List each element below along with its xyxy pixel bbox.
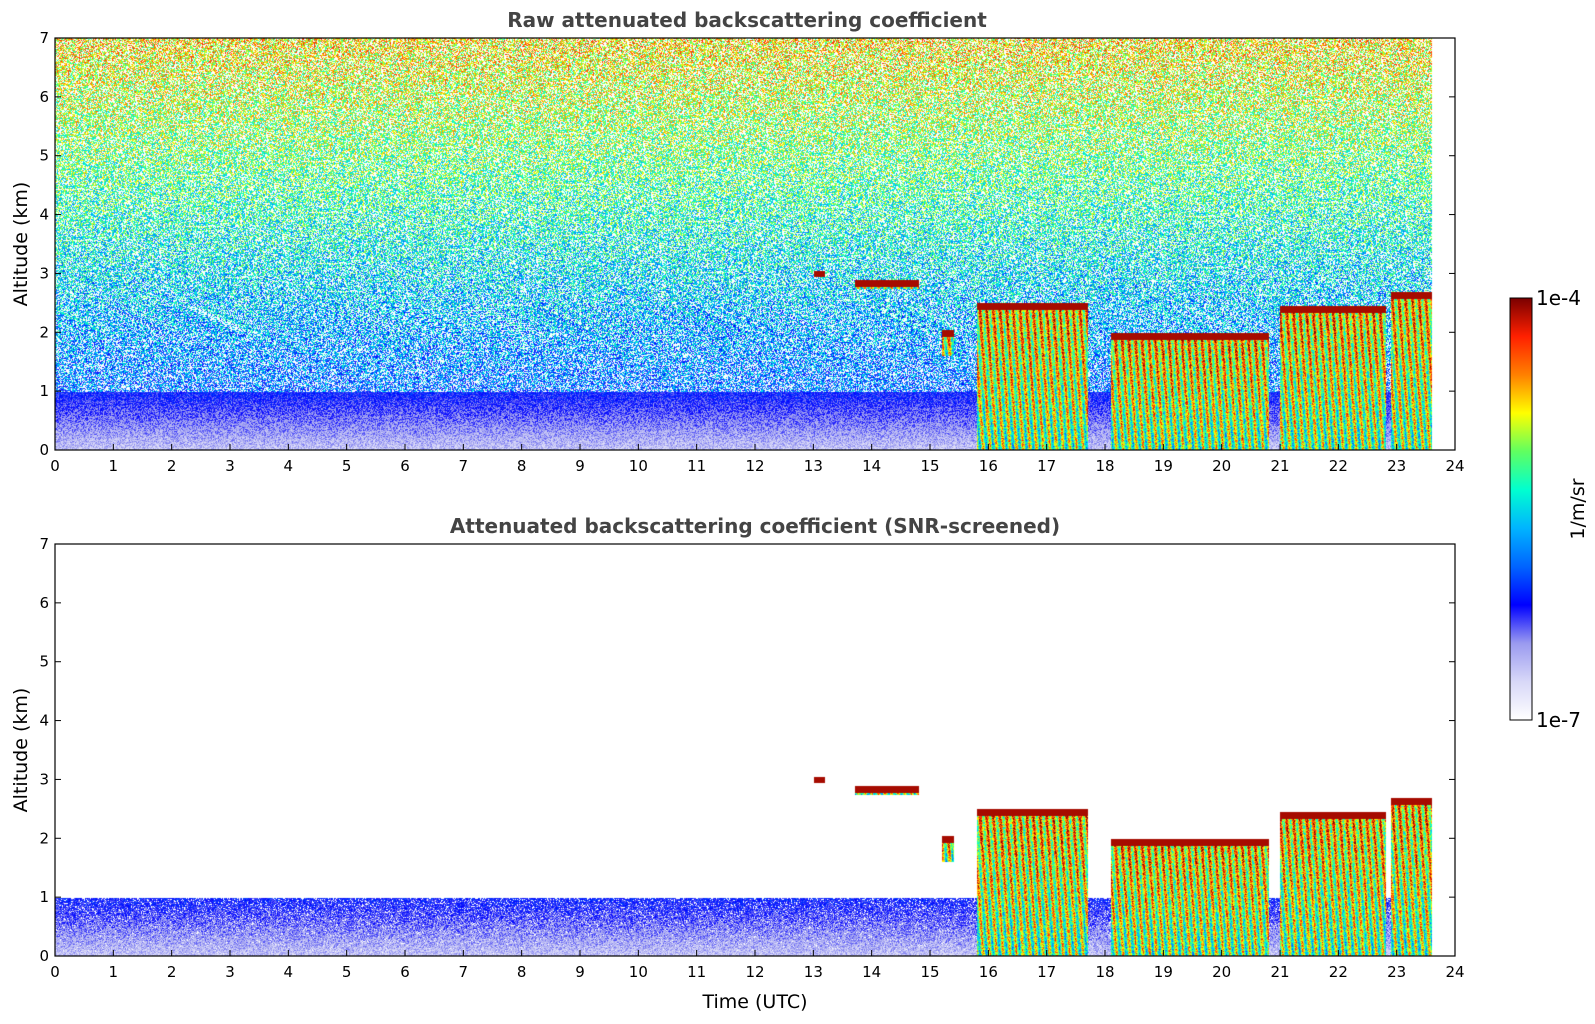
y-tick-label: 0 [39, 947, 49, 965]
x-tick-label: 20 [1212, 963, 1231, 981]
x-tick-label: 9 [575, 457, 585, 475]
x-tick-label: 7 [459, 963, 469, 981]
x-tick-label: 14 [862, 457, 881, 475]
y-tick-label: 5 [39, 653, 49, 671]
x-tick-label: 6 [400, 963, 410, 981]
x-tick-label: 21 [1270, 457, 1289, 475]
x-tick-label: 22 [1329, 457, 1348, 475]
x-tick-label: 9 [575, 963, 585, 981]
x-tick-label: 3 [225, 963, 235, 981]
y-tick-label: 2 [39, 829, 49, 847]
x-tick-label: 0 [50, 963, 60, 981]
x-tick-label: 2 [167, 963, 177, 981]
x-tick-label: 23 [1387, 963, 1406, 981]
x-tick-label: 18 [1095, 457, 1114, 475]
x-tick-label: 19 [1154, 963, 1173, 981]
y-tick-label: 2 [39, 323, 49, 341]
x-tick-label: 8 [517, 963, 527, 981]
x-tick-label: 5 [342, 963, 352, 981]
raw-x-axis: 0 1 2 3 4 5 6 7 8 9 10 11 12 13 14 15 16 17 18 19 20 21 22 23 24 [50, 444, 1465, 475]
y-tick-label: 5 [39, 147, 49, 165]
x-tick-label: 1 [109, 963, 119, 981]
x-tick-label: 16 [979, 457, 998, 475]
raw-panel-title: Raw attenuated backscattering coefficien… [507, 8, 987, 32]
screened-y-axis: 0 1 2 3 4 5 6 7 [39, 535, 1455, 965]
raw-y-axis: 0 1 2 3 4 5 6 7 [39, 29, 1455, 459]
y-tick-label: 0 [39, 441, 49, 459]
x-tick-label: 24 [1445, 457, 1464, 475]
colorbar: 1e-4 1e-7 1/m/sr [1509, 286, 1589, 732]
x-tick-label: 2 [167, 457, 177, 475]
colorbar-max-label: 1e-4 [1536, 286, 1581, 310]
x-tick-label: 3 [225, 457, 235, 475]
raw-y-axis-label: Altitude (km) [10, 182, 32, 307]
x-tick-label: 11 [687, 963, 706, 981]
x-tick-label: 12 [745, 457, 764, 475]
y-tick-label: 1 [39, 888, 49, 906]
screened-x-axis: 0 1 2 3 4 5 6 7 8 9 10 11 12 13 14 15 16 17 18 19 20 21 22 23 24 [50, 950, 1465, 981]
x-tick-label: 16 [979, 963, 998, 981]
x-tick-label: 15 [920, 457, 939, 475]
x-tick-label: 17 [1037, 457, 1056, 475]
raw-heatmap-area [55, 38, 1455, 450]
y-tick-label: 7 [39, 535, 49, 553]
y-tick-label: 4 [39, 206, 49, 224]
x-tick-label: 20 [1212, 457, 1231, 475]
screened-heatmap-area [55, 544, 1455, 956]
x-tick-label: 1 [109, 457, 119, 475]
x-tick-label: 12 [745, 963, 764, 981]
x-tick-label: 19 [1154, 457, 1173, 475]
x-tick-label: 0 [50, 457, 60, 475]
y-tick-label: 4 [39, 712, 49, 730]
x-tick-label: 15 [920, 963, 939, 981]
x-tick-label: 7 [459, 457, 469, 475]
screened-panel-title: Attenuated backscattering coefficient (S… [450, 514, 1060, 538]
colorbar-unit-label: 1/m/sr [1567, 478, 1589, 539]
y-tick-label: 7 [39, 29, 49, 47]
x-tick-label: 6 [400, 457, 410, 475]
screened-y-axis-label: Altitude (km) [10, 688, 32, 813]
x-tick-label: 4 [284, 457, 294, 475]
y-tick-label: 6 [39, 88, 49, 106]
x-tick-label: 23 [1387, 457, 1406, 475]
x-tick-label: 11 [687, 457, 706, 475]
screened-panel: Attenuated backscattering coefficient (S… [10, 514, 1465, 1013]
x-tick-label: 8 [517, 457, 527, 475]
x-tick-label: 21 [1270, 963, 1289, 981]
colorbar-gradient [1509, 297, 1533, 721]
x-tick-label: 4 [284, 963, 294, 981]
x-tick-label: 24 [1445, 963, 1464, 981]
x-axis-label: Time (UTC) [701, 991, 807, 1013]
raw-heatmap [55, 38, 1455, 450]
y-tick-label: 3 [39, 770, 49, 788]
raw-panel: Raw attenuated backscattering coefficien… [10, 8, 1465, 475]
x-tick-label: 10 [629, 963, 648, 981]
x-tick-label: 18 [1095, 963, 1114, 981]
x-tick-label: 13 [804, 457, 823, 475]
x-tick-label: 14 [862, 963, 881, 981]
colorbar-min-label: 1e-7 [1536, 708, 1581, 732]
x-tick-label: 22 [1329, 963, 1348, 981]
y-tick-label: 3 [39, 264, 49, 282]
x-tick-label: 13 [804, 963, 823, 981]
x-tick-label: 10 [629, 457, 648, 475]
y-tick-label: 1 [39, 382, 49, 400]
x-tick-label: 5 [342, 457, 352, 475]
x-tick-label: 17 [1037, 963, 1056, 981]
y-tick-label: 6 [39, 594, 49, 612]
screened-heatmap [55, 544, 1455, 956]
